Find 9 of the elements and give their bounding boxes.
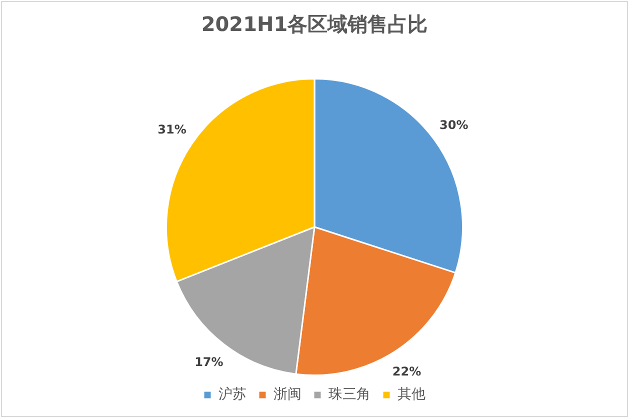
- data-label: 17%: [194, 355, 224, 370]
- data-label: 31%: [158, 122, 186, 136]
- chart-title: 2021H1各区域销售占比: [201, 12, 428, 36]
- legend-label: 浙闽: [274, 386, 302, 403]
- data-label: 22%: [392, 364, 422, 379]
- legend-label: 珠三角: [328, 386, 370, 403]
- data-label: 30%: [439, 118, 468, 132]
- legend-label: 其他: [398, 386, 426, 403]
- legend-label: 沪苏: [218, 386, 246, 403]
